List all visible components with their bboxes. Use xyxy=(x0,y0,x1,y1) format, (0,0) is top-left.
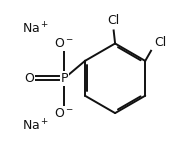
Text: O: O xyxy=(25,72,35,85)
Text: Na$^+$: Na$^+$ xyxy=(22,21,49,37)
Text: Cl: Cl xyxy=(154,36,166,49)
Text: Cl: Cl xyxy=(108,14,120,27)
Text: Na$^+$: Na$^+$ xyxy=(22,118,49,134)
Text: O$^-$: O$^-$ xyxy=(54,107,74,120)
Text: O$^-$: O$^-$ xyxy=(54,37,74,50)
Text: P: P xyxy=(61,72,68,85)
